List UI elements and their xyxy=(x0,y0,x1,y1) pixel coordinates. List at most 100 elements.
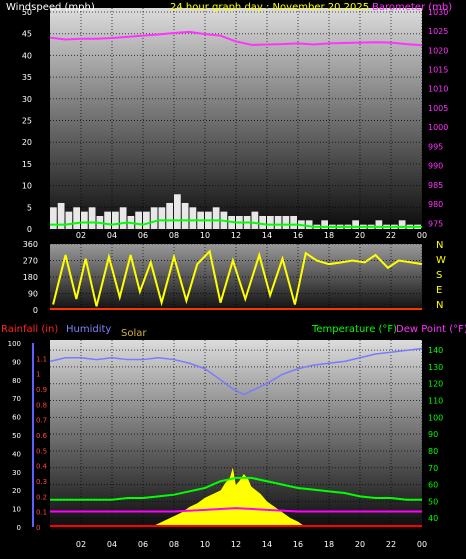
humidity-line xyxy=(49,347,423,396)
barometer-tick-label: 995 xyxy=(428,142,443,151)
windspeed-bar xyxy=(81,211,88,229)
windspeed-bar xyxy=(181,202,189,229)
barometer-tick-label: 975 xyxy=(428,219,443,228)
humidity-tick-label: 90 xyxy=(12,358,21,366)
temp-tick-label: 50 xyxy=(428,497,438,506)
x-tick-label: 06 xyxy=(138,231,148,240)
direction-tick-label: 180 xyxy=(23,273,38,282)
temp-series xyxy=(49,347,423,528)
humidity-tick-label: 40 xyxy=(12,450,21,458)
x-tick-label: 04 xyxy=(107,540,117,549)
rain-tick-label: 1.1 xyxy=(36,355,47,363)
bottom-x-axis-ticks: 02 04 06 08 10 12 14 16 18 20 22 00 xyxy=(76,540,427,549)
windspeed-grid xyxy=(50,8,423,231)
windspeed-bar xyxy=(305,220,313,229)
windspeed-bar xyxy=(321,220,328,229)
rain-tick-label: 0.5 xyxy=(36,447,47,455)
x-tick-label: 10 xyxy=(200,231,210,240)
x-tick-label: 02 xyxy=(76,231,86,240)
humidity-tick-label: 100 xyxy=(8,340,21,348)
temperature-label: Temperature (°F) xyxy=(311,324,397,335)
humidity-tick-label: 30 xyxy=(12,469,21,477)
windspeed-bar xyxy=(212,207,220,229)
windspeed-bar xyxy=(73,207,80,229)
gust-line xyxy=(50,219,422,228)
direction-tick-label: 90 xyxy=(28,290,38,299)
barometer-line xyxy=(49,30,423,47)
barometer-label: Barometer (mb) xyxy=(372,2,452,13)
x-tick-label: 00 xyxy=(417,231,427,240)
barometer-tick-label: 990 xyxy=(428,162,443,171)
compass-label: N xyxy=(436,240,443,251)
barometer-tick-label: 1015 xyxy=(428,66,448,75)
humidity-tick-label: 60 xyxy=(12,414,21,422)
temp-tick-label: 70 xyxy=(428,464,438,473)
compass-label: W xyxy=(436,255,446,266)
windspeed-bar xyxy=(352,220,359,229)
x-tick-label: 22 xyxy=(386,540,396,549)
temp-tick-label: 130 xyxy=(428,363,443,372)
x-tick-label: 16 xyxy=(293,231,303,240)
windspeed-tick-label: 50 xyxy=(22,8,32,17)
rain-tick-label: 0.4 xyxy=(36,463,48,471)
compass-label: E xyxy=(436,285,442,296)
windspeed-bar xyxy=(158,207,166,229)
windspeed-bar xyxy=(189,207,197,229)
graph-title: 24 hour graph day : November 20 2025 xyxy=(170,2,369,13)
windspeed-bar xyxy=(88,207,96,229)
rain-tick-label: 0.6 xyxy=(36,432,48,440)
x-tick-label: 08 xyxy=(169,540,179,549)
temp-tick-label: 90 xyxy=(428,430,438,439)
temp-axis-ticks: 40 50 60 70 80 90 100 110 120 130 140 xyxy=(428,346,443,523)
barometer-tick-label: 1020 xyxy=(428,46,448,55)
compass-label: S xyxy=(436,270,442,281)
barometer-tick-label: 1010 xyxy=(428,85,448,94)
windspeed-bar xyxy=(398,220,406,229)
windspeed-bar xyxy=(135,211,142,229)
x-tick-label: 14 xyxy=(262,231,272,240)
top-x-axis-ticks: 02 04 06 08 10 12 14 16 18 20 22 00 xyxy=(76,231,427,240)
x-tick-label: 22 xyxy=(386,231,396,240)
x-tick-label: 04 xyxy=(107,231,117,240)
direction-axis-ticks: 0 90 180 270 360 xyxy=(23,240,38,315)
rainfall-label: Rainfall (in) xyxy=(1,324,58,335)
windspeed-tick-label: 0 xyxy=(27,225,32,234)
windspeed-bar xyxy=(143,211,150,229)
windspeed-tick-label: 40 xyxy=(22,51,32,60)
temp-tick-label: 100 xyxy=(428,413,443,422)
windspeed-tick-label: 25 xyxy=(22,117,32,126)
windspeed-bar xyxy=(375,220,383,229)
x-tick-label: 06 xyxy=(138,540,148,549)
rain-axis-ticks: 0 0.1 0.2 0.3 0.4 0.5 0.6 0.7 0.8 0.9 1 1.1 xyxy=(36,355,48,532)
rain-tick-label: 0 xyxy=(36,524,40,532)
rain-tick-label: 1 xyxy=(36,371,40,379)
humidity-tick-label: 80 xyxy=(12,377,21,385)
windspeed-bar xyxy=(274,215,282,229)
humidity-axis-ticks: 0 10 20 30 40 50 60 70 80 90 100 xyxy=(8,340,21,532)
x-tick-label: 18 xyxy=(324,231,334,240)
windspeed-bar xyxy=(65,211,73,229)
barometer-axis-ticks: 975 980 985 990 995 1000 1005 1010 1015 1020 1025 1… xyxy=(428,8,448,228)
x-tick-label: 16 xyxy=(293,540,303,549)
windspeed-bar xyxy=(104,211,111,229)
temp-tick-label: 110 xyxy=(428,397,443,406)
windspeed-tick-label: 30 xyxy=(22,95,32,104)
x-tick-label: 00 xyxy=(417,540,427,549)
windspeed-bar xyxy=(57,202,65,229)
dewpoint-label: Dew Point (°F) xyxy=(396,324,466,335)
windspeed-tick-label: 20 xyxy=(22,138,32,147)
temperature-line xyxy=(50,476,422,501)
barometer-tick-label: 1025 xyxy=(428,27,448,36)
temp-tick-label: 60 xyxy=(428,481,438,490)
rain-tick-label: 0.1 xyxy=(36,509,47,517)
windspeed-bar xyxy=(112,211,119,229)
temp-tick-label: 120 xyxy=(428,380,443,389)
windspeed-bar xyxy=(282,215,290,229)
windspeed-label: Windspeed (mph) xyxy=(6,2,95,13)
barometer-tick-label: 1005 xyxy=(428,104,448,113)
x-tick-label: 12 xyxy=(231,540,241,549)
x-tick-label: 18 xyxy=(324,540,334,549)
